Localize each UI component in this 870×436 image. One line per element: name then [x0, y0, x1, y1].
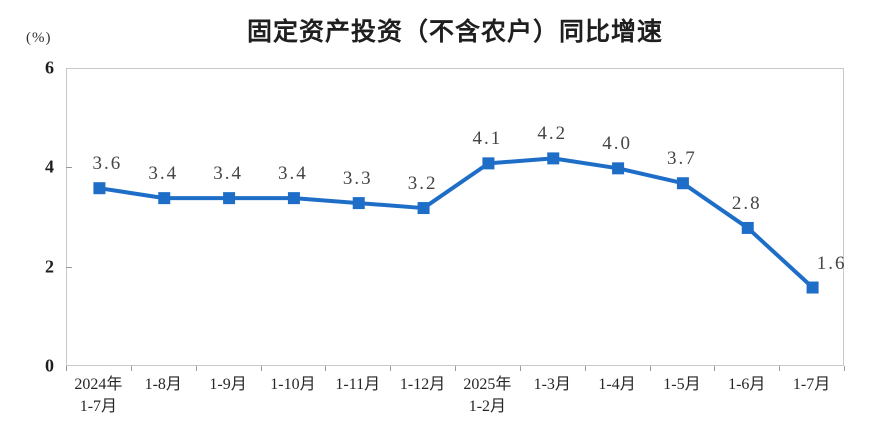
x-axis-tick [260, 366, 262, 371]
x-axis-tick-label: 1-4月 [598, 376, 636, 393]
data-point-label: 3.6 [92, 153, 123, 175]
data-point-label: 3.4 [148, 163, 179, 185]
data-point-label: 1.6 [816, 252, 847, 274]
x-axis-tick-label: 2025年 1-2月 [463, 376, 512, 415]
data-point-label: 2.8 [731, 192, 762, 214]
data-point-marker [158, 192, 171, 205]
x-axis-tick-label: 1-6月 [728, 376, 766, 393]
x-axis-tick-label: 1-10月 [270, 376, 316, 393]
x-axis-tick [390, 366, 392, 371]
data-point-marker [93, 182, 106, 195]
chart-title: 固定资产投资（不含农户）同比增速 [246, 18, 663, 46]
data-point-marker [547, 152, 560, 165]
data-point-label: 3.2 [407, 173, 438, 195]
x-axis-tick [779, 366, 781, 371]
data-point-marker [676, 177, 689, 190]
x-axis-tick [584, 366, 586, 371]
data-point-label: 3.3 [342, 168, 373, 190]
data-point-marker [287, 192, 300, 205]
data-point-marker [417, 202, 430, 215]
x-axis-tick-label: 1-9月 [209, 376, 247, 393]
y-axis-tick [66, 266, 72, 268]
data-point-marker [223, 192, 236, 205]
data-point-marker [806, 281, 819, 294]
x-axis-tick [455, 366, 456, 371]
x-axis-tick [649, 366, 651, 371]
data-point-marker [482, 157, 495, 170]
x-axis-tick-label: 1-12月 [399, 376, 446, 393]
plot-area [66, 68, 844, 366]
data-point-marker [612, 162, 625, 175]
data-point-label: 4.1 [472, 128, 503, 150]
x-axis-tick [325, 366, 327, 371]
data-point-label: 4.2 [537, 123, 568, 145]
x-axis-tick [519, 366, 521, 371]
x-axis-tick [714, 366, 716, 371]
data-point-label: 3.4 [278, 163, 308, 185]
x-axis-tick-label: 2024年 1-7月 [74, 376, 123, 415]
data-point-label: 4.0 [602, 133, 632, 155]
x-axis-tick [66, 366, 67, 371]
line-series-path [97, 156, 815, 290]
y-axis-tick-label: 4 [45, 156, 54, 177]
x-axis-tick-label: 1-11月 [335, 376, 381, 393]
line-series [93, 152, 819, 294]
y-axis-unit-label: (%) [26, 30, 52, 46]
y-axis-tick-label: 0 [45, 355, 54, 376]
data-point-marker [352, 197, 365, 210]
y-axis-tick [66, 167, 72, 169]
y-axis-tick-label: 6 [45, 57, 54, 78]
data-point-marker [741, 221, 754, 234]
data-point-label: 3.7 [667, 148, 697, 170]
data-point-label: 3.4 [213, 163, 243, 185]
x-axis-tick-label: 1-3月 [533, 376, 571, 393]
x-axis-tick [844, 366, 845, 371]
x-axis-tick-label: 1-5月 [663, 376, 701, 393]
x-axis-tick-label: 1-8月 [144, 376, 182, 393]
x-axis-tick [130, 366, 132, 371]
y-axis-tick-label: 2 [45, 256, 54, 277]
x-axis-tick [195, 366, 197, 371]
x-axis-tick-label: 1-7月 [792, 376, 831, 393]
